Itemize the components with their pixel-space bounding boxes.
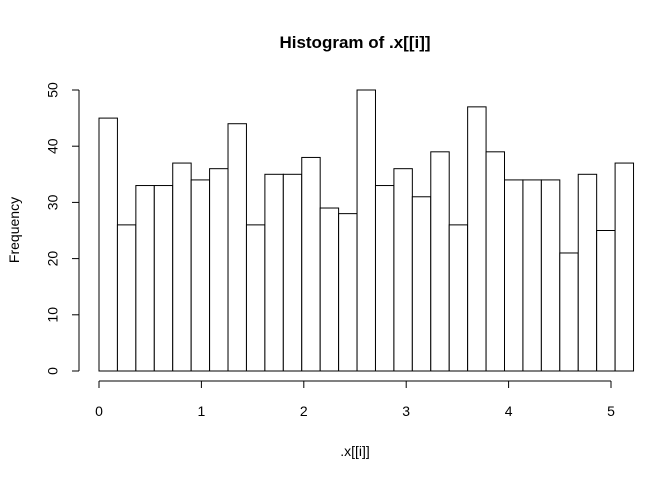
histogram-bar <box>393 168 413 372</box>
histogram-bar <box>356 89 376 372</box>
histogram-bar <box>98 117 118 372</box>
histogram-bar <box>319 207 340 372</box>
histogram-bar <box>190 179 211 372</box>
x-axis-label: .x[[i]] <box>340 443 370 459</box>
histogram-bar <box>116 224 137 372</box>
histogram-bar <box>227 123 247 372</box>
bars-group <box>98 89 635 372</box>
histogram-bar <box>430 151 450 372</box>
histogram-bar <box>577 173 598 372</box>
histogram-bar <box>209 168 229 372</box>
y-tick-label: 0 <box>45 367 61 375</box>
y-tick-label: 50 <box>45 82 61 98</box>
y-axis: 0 10 20 30 40 50 <box>45 82 80 375</box>
histogram-bar <box>135 185 155 372</box>
histogram-bar <box>411 196 432 372</box>
y-tick-label: 10 <box>45 307 61 323</box>
chart-title: Histogram of .x[[i]] <box>279 33 430 52</box>
histogram-bar <box>485 151 506 372</box>
x-tick-label: 3 <box>402 403 410 419</box>
x-tick-label: 5 <box>607 403 615 419</box>
histogram-bar <box>172 162 192 372</box>
histogram-bar <box>614 162 635 372</box>
histogram-bar <box>245 224 266 372</box>
x-tick-label: 1 <box>198 403 206 419</box>
histogram-bar <box>596 230 616 372</box>
histogram-bar <box>282 173 303 372</box>
y-tick-label: 30 <box>45 194 61 210</box>
histogram-bar <box>301 156 321 372</box>
x-tick-label: 0 <box>95 403 103 419</box>
histogram-bar <box>540 179 561 372</box>
histogram-bar <box>153 185 174 372</box>
y-tick-label: 40 <box>45 138 61 154</box>
histogram-bar <box>338 213 358 372</box>
histogram-bar <box>522 179 542 372</box>
x-axis: 0 1 2 3 4 5 <box>95 380 615 419</box>
histogram-bar <box>559 252 579 372</box>
y-axis-label: Frequency <box>6 197 22 263</box>
x-tick-label: 2 <box>300 403 308 419</box>
histogram-bar <box>467 106 487 372</box>
histogram-bar <box>374 185 395 372</box>
histogram-bar <box>504 179 524 372</box>
y-tick-label: 20 <box>45 251 61 267</box>
histogram-bar <box>264 173 284 372</box>
x-tick-label: 4 <box>505 403 513 419</box>
histogram-bar <box>448 224 469 372</box>
